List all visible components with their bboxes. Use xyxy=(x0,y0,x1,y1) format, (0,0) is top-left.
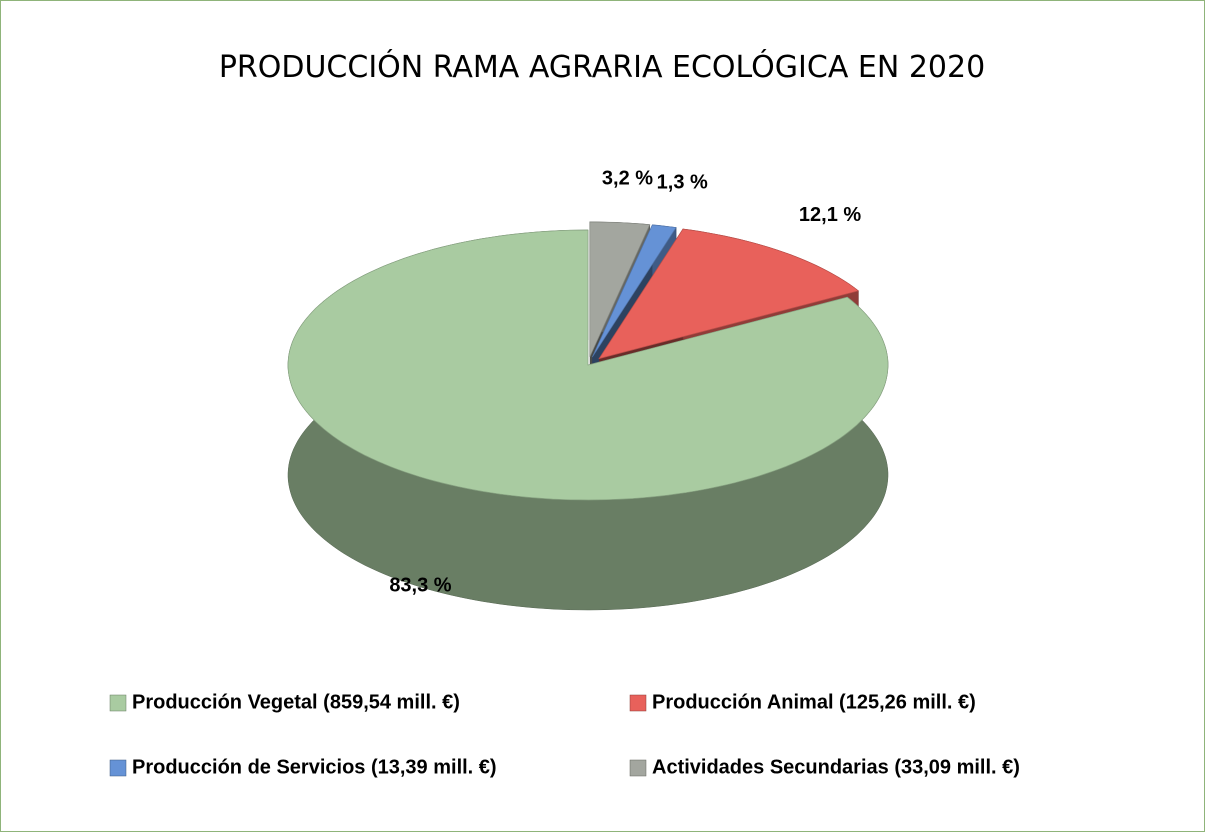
legend-swatch xyxy=(109,694,127,712)
legend-swatch xyxy=(629,694,647,712)
slice xyxy=(287,229,889,501)
legend-swatch xyxy=(109,759,127,777)
data-label: 3,2 % xyxy=(602,167,653,189)
slice xyxy=(589,221,651,358)
legend-label: Producción Vegetal (859,54 mill. €) xyxy=(132,691,460,713)
data-label: 12,1 % xyxy=(799,204,861,226)
slice xyxy=(598,228,860,360)
legend-label: Producción de Servicios (13,39 mill. €) xyxy=(132,756,497,778)
legend-swatch xyxy=(629,759,647,777)
legend-label: Actividades Secundarias (33,09 mill. €) xyxy=(652,756,1020,778)
legend-label: Producción Animal (125,26 mill. €) xyxy=(652,691,976,713)
slice xyxy=(591,224,677,358)
data-label: 83,3 % xyxy=(389,574,451,596)
data-label: 1,3 % xyxy=(657,172,708,194)
chart-title: PRODUCCIÓN RAMA AGRARIA ECOLÓGICA EN 202… xyxy=(219,48,985,85)
